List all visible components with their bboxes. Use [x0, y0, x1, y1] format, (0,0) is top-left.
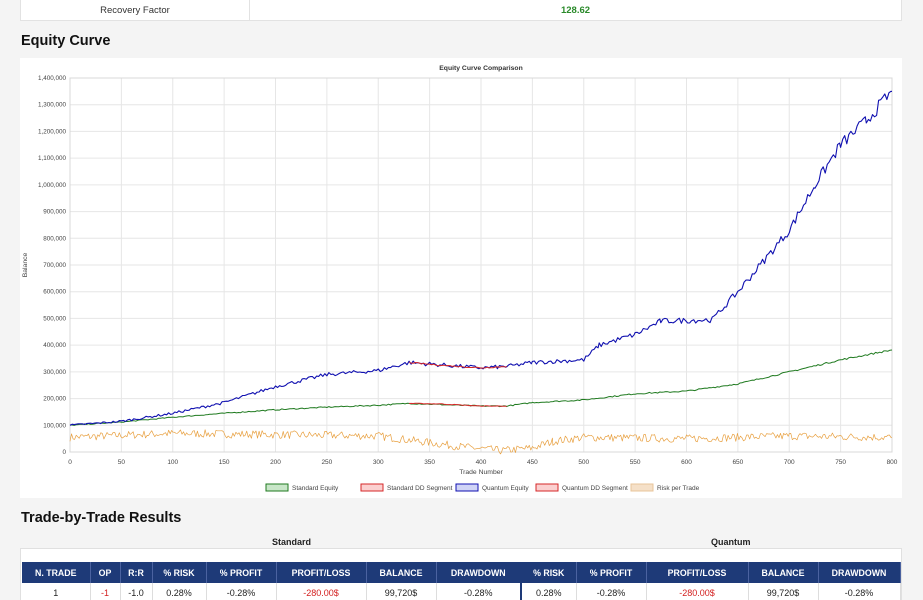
y-tick-label: 1,400,000	[38, 75, 67, 82]
col-header-profit: % PROFIT	[206, 562, 277, 583]
table-cell: -0.28%	[206, 583, 277, 600]
recovery-factor-row: Recovery Factor 128.62	[20, 0, 902, 21]
col-header-balance: BALANCE	[366, 562, 437, 583]
table-cell: 0.28%	[520, 583, 577, 600]
series-line-quantum-dd-segment	[408, 361, 507, 369]
x-tick-label: 50	[118, 459, 126, 466]
col-header-r-r: R:R	[120, 562, 153, 583]
table-cell: -0.28%	[818, 583, 901, 600]
legend-swatch	[630, 483, 654, 492]
legend-label: Risk per Trade	[657, 485, 700, 492]
equity-curve-heading: Equity Curve	[21, 33, 111, 49]
y-tick-label: 600,000	[43, 289, 66, 296]
y-tick-label: 100,000	[43, 422, 66, 429]
x-tick-label: 650	[732, 459, 743, 466]
y-tick-label: 900,000	[43, 209, 66, 216]
recovery-factor-label: Recovery Factor	[21, 0, 250, 20]
series-line-standard-equity	[69, 349, 893, 426]
equity-chart-card: 0 50 100 150 200 250 300 350 400 450 500 550 600 650 7…	[20, 58, 902, 498]
col-header-profit: % PROFIT	[576, 562, 647, 583]
col-header-n-trade: N. TRADE	[22, 562, 91, 583]
col-header-drawdown: DRAWDOWN	[818, 562, 901, 583]
table-cell: 0.28%	[152, 583, 207, 600]
y-tick-label: 300,000	[43, 369, 66, 376]
table-cell: -1	[90, 583, 121, 600]
series-line-risk-per-trade	[69, 429, 893, 455]
x-tick-label: 700	[784, 459, 795, 466]
series-line-quantum-equity	[69, 90, 893, 426]
table-body: 1 -1 -1.0 0.28% -0.28% -280.00$ 99,720$ -0.28% 0…	[22, 583, 901, 600]
x-tick-label: 600	[681, 459, 692, 466]
y-tick-label: 200,000	[43, 396, 66, 403]
legend-swatch	[265, 483, 289, 492]
legend-label: Quantum DD Segment	[562, 485, 628, 492]
col-header-risk: % RISK	[152, 562, 207, 583]
x-axis-label: Trade Number	[459, 469, 503, 476]
trade-results-heading: Trade-by-Trade Results	[21, 510, 182, 526]
trades-table: N. TRADE OP R:R% RISK% PROFIT PROFIT/LOSS BA…	[22, 562, 901, 600]
x-tick-label: 0	[68, 459, 72, 466]
y-tick-label: 0	[62, 449, 66, 456]
table-header-row: N. TRADE OP R:R% RISK% PROFIT PROFIT/LOSS BA…	[22, 562, 901, 583]
col-header-op: OP	[90, 562, 121, 583]
table-row: 1 -1 -1.0 0.28% -0.28% -280.00$ 99,720$ -0.28% 0…	[22, 583, 901, 600]
col-header-profit-loss: PROFIT/LOSS	[276, 562, 367, 583]
col-header-drawdown: DRAWDOWN	[436, 562, 522, 583]
recovery-factor-value: 128.62	[560, 4, 591, 16]
y-tick-label: 800,000	[43, 235, 66, 242]
x-tick-label: 350	[424, 459, 435, 466]
y-tick-label: 1,200,000	[38, 128, 67, 135]
series-line-standard-dd-segment	[409, 402, 507, 407]
table-cell: -280.00$	[646, 583, 749, 600]
y-axis-label: Balance	[22, 252, 29, 277]
x-tick-label: 450	[527, 459, 538, 466]
y-tick-label: 1,300,000	[38, 102, 67, 109]
table-cell: 99,720$	[366, 583, 437, 600]
legend-label: Standard DD Segment	[387, 485, 453, 492]
col-header-profit-loss: PROFIT/LOSS	[646, 562, 749, 583]
x-tick-label: 200	[270, 459, 281, 466]
x-tick-label: 750	[835, 459, 846, 466]
legend-swatch	[360, 483, 384, 492]
table-cell: -1.0	[120, 583, 153, 600]
table-cell: 1	[22, 583, 91, 600]
x-tick-label: 550	[630, 459, 641, 466]
x-tick-label: 800	[887, 459, 898, 466]
table-cell: -280.00$	[276, 583, 367, 600]
table-cell: 99,720$	[748, 583, 819, 600]
legend-label: Standard Equity	[292, 485, 339, 492]
y-tick-label: 500,000	[43, 315, 66, 322]
chart-title: Equity Curve Comparison	[439, 65, 522, 72]
legend-swatch	[455, 483, 479, 492]
plot-border	[69, 77, 893, 453]
y-tick-label: 1,000,000	[38, 182, 67, 189]
table-cell: -0.28%	[436, 583, 522, 600]
x-tick-label: 250	[321, 459, 332, 466]
table-cell: -0.28%	[576, 583, 647, 600]
col-header-risk: % RISK	[520, 562, 577, 583]
x-tick-label: 150	[219, 459, 230, 466]
x-tick-label: 500	[578, 459, 589, 466]
quantum-group-label: Quantum	[711, 537, 751, 547]
y-tick-label: 700,000	[43, 262, 66, 269]
y-tick-label: 400,000	[43, 342, 66, 349]
y-tick-label: 1,100,000	[38, 155, 67, 162]
x-tick-label: 300	[373, 459, 384, 466]
equity-chart: 0 50 100 150 200 250 300 350 400 450 500 550 600 650 7…	[22, 65, 898, 492]
legend-label: Quantum Equity	[482, 485, 529, 492]
x-tick-label: 400	[476, 459, 487, 466]
x-tick-label: 100	[167, 459, 178, 466]
col-header-balance: BALANCE	[748, 562, 819, 583]
legend-swatch	[535, 483, 559, 492]
standard-group-label: Standard	[272, 537, 312, 547]
